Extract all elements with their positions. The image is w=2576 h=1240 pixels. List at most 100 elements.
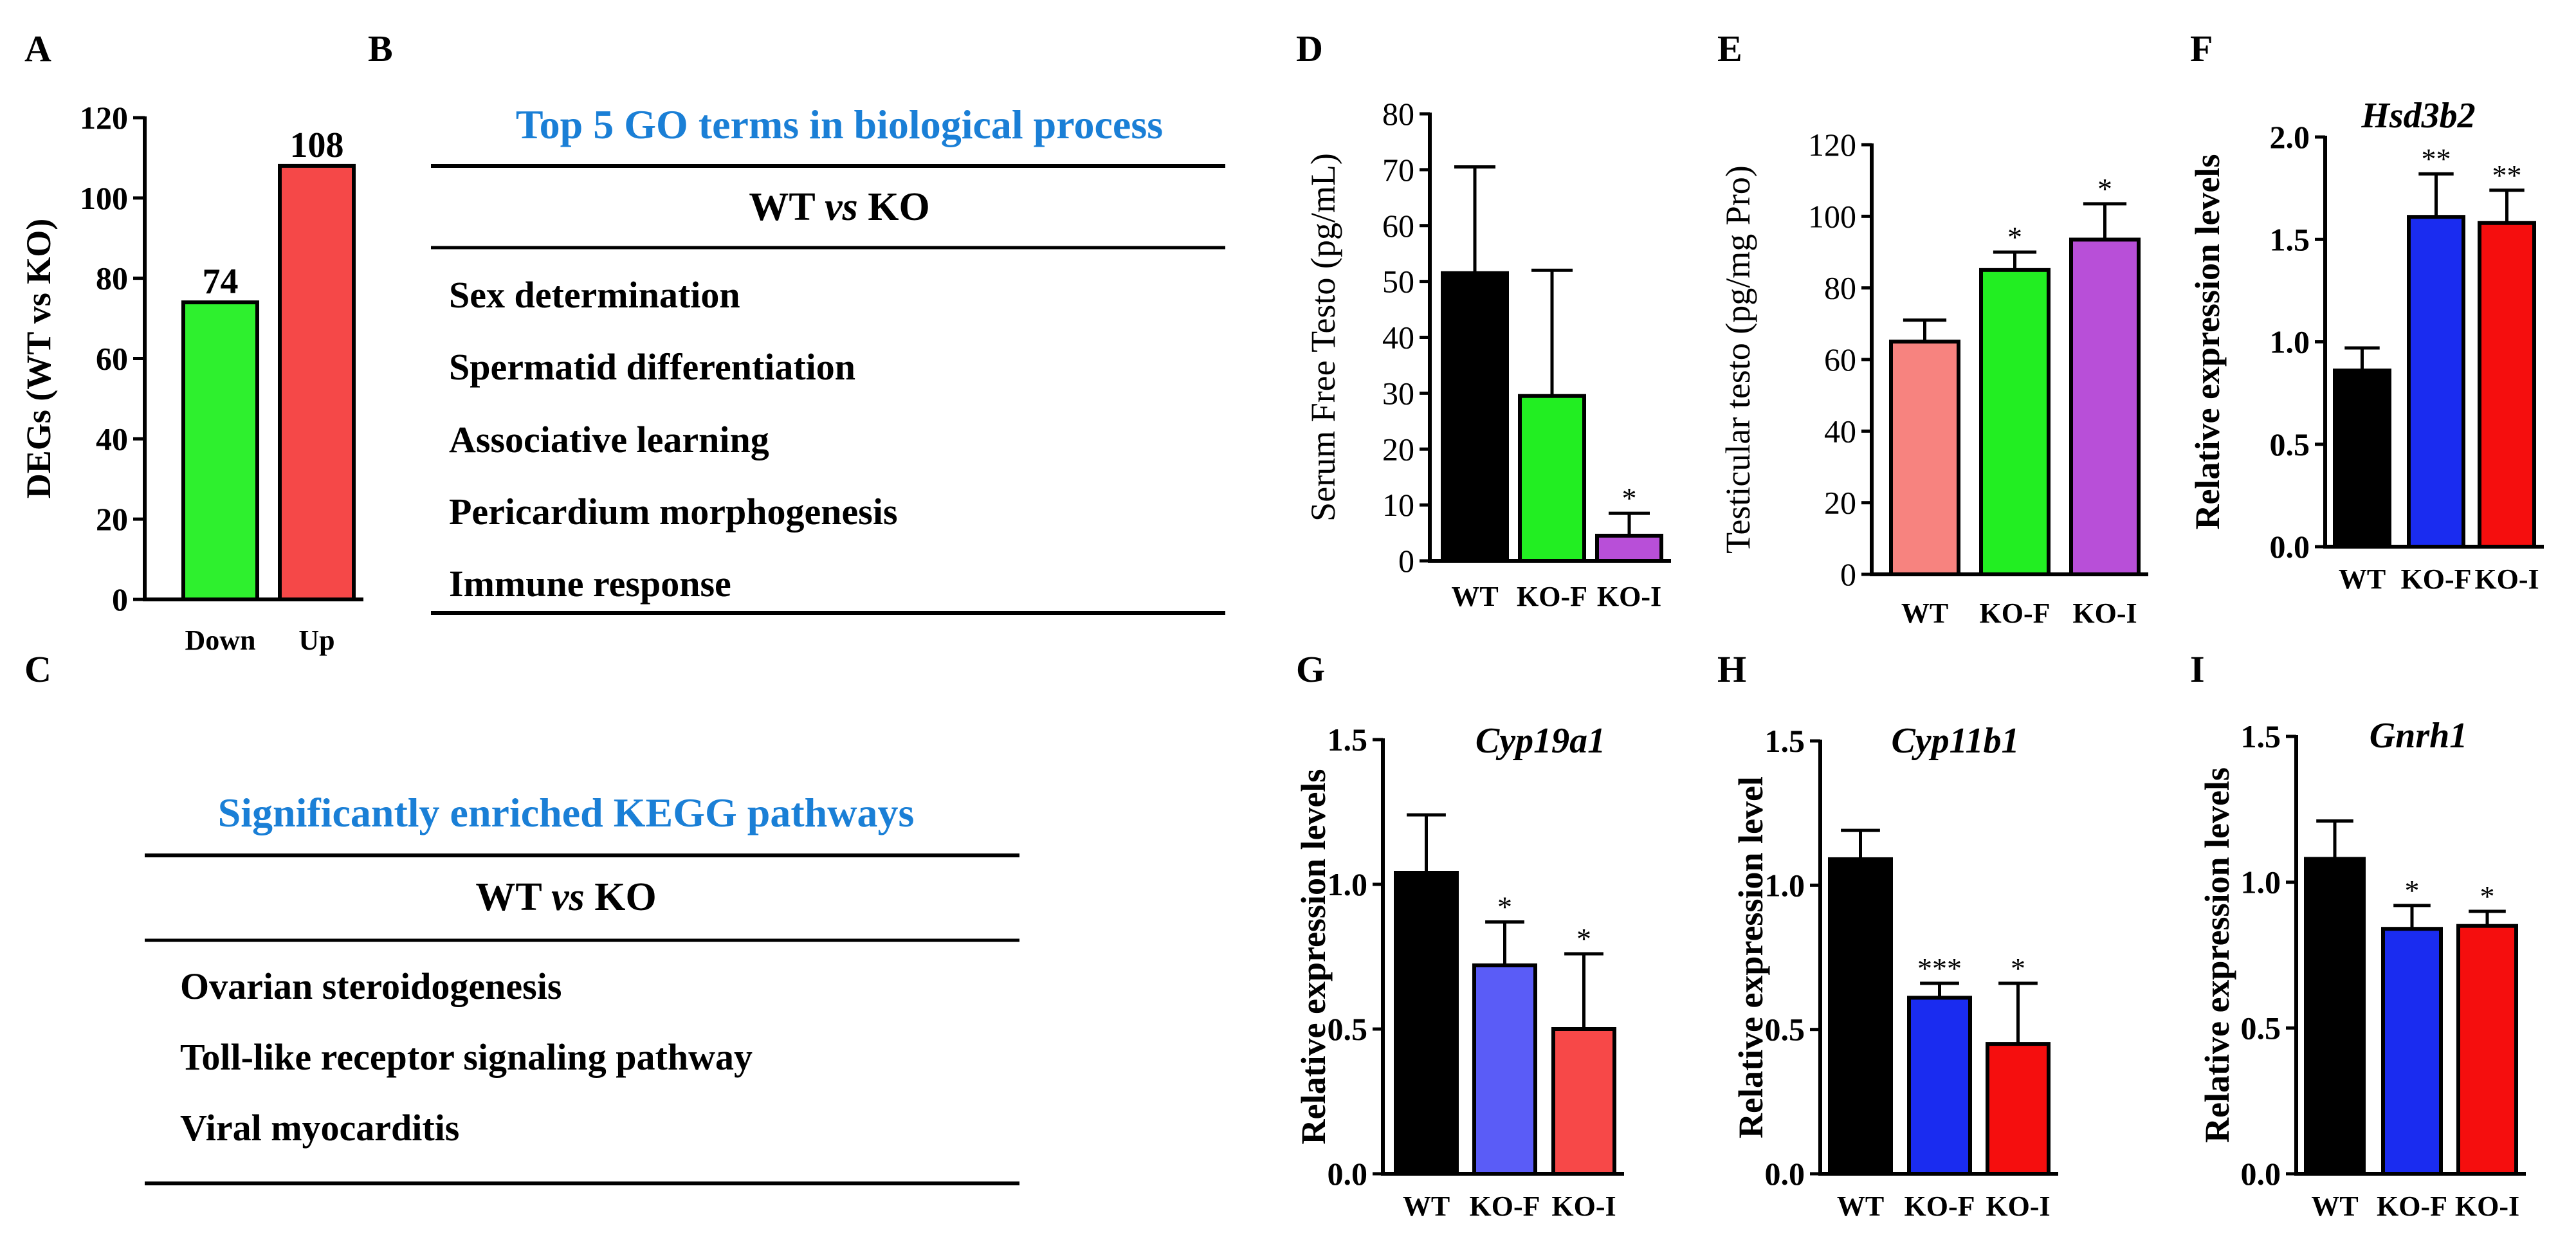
x-tick-label: KO-I [1597, 581, 1661, 612]
panel-letter-a: A [24, 28, 51, 69]
bar-up [278, 163, 356, 601]
chart-testicular-testo: 0 20 40 60 80 100 120 Testicular testo (pg/mg P… [1719, 127, 2148, 629]
chart-cyp19a1: 0.0 0.5 1.0 1.5 Relative expression levels Cy… [1294, 721, 1624, 1222]
x-tick-label: KO-F [1470, 1190, 1540, 1222]
panel-letter-d: D [1296, 28, 1323, 69]
y-tick-label: 80 [1824, 270, 1856, 306]
x-tick-label: KO-I [1551, 1190, 1616, 1222]
y-tick-label: 1.5 [2241, 718, 2281, 754]
y-tick-label: 1.0 [2270, 324, 2310, 360]
y-tick-label: 50 [1382, 264, 1414, 300]
x-tick-label: WT [1901, 597, 1948, 629]
x-tick-label: KO-I [2455, 1190, 2519, 1222]
bar-ko-i [2478, 221, 2536, 549]
y-tick-label: 40 [1824, 413, 1856, 449]
y-tick-label: 100 [80, 180, 128, 216]
y-axis-label: DEGs (WT vs KO) [19, 219, 58, 499]
bar-ko-i [1986, 1042, 2051, 1176]
y-tick-label: 80 [1382, 96, 1414, 132]
x-tick-label: WT [1403, 1190, 1450, 1222]
chart-serum-testo: 0 10 20 30 40 50 60 70 80 Serum Free Testo (pg/mL… [1304, 96, 1671, 612]
x-tick-label: Down [185, 625, 255, 656]
bar-ko-i [2069, 237, 2141, 576]
y-tick-label: 2.0 [2270, 119, 2310, 155]
x-tick-label: KO-F [1980, 597, 2051, 629]
panel-letter-b: B [368, 28, 393, 69]
x-tick-label: Up [298, 625, 334, 656]
bar-wt [1394, 871, 1459, 1176]
go-table: Top 5 GO terms in biological process WT … [431, 102, 1225, 615]
x-tick-label: KO-F [1517, 581, 1587, 612]
bar-ko-f [1979, 268, 2051, 576]
y-tick-label: 60 [96, 341, 128, 377]
y-tick-label: 1.5 [1765, 723, 1805, 759]
bar-wt [2333, 369, 2391, 549]
y-tick-label: 40 [96, 421, 128, 457]
data-label: 74 [203, 262, 239, 302]
chart-hsd3b2: 0.0 0.5 1.0 1.5 2.0 Relative expression level… [2188, 96, 2544, 595]
x-tick-label: WT [1837, 1190, 1884, 1222]
y-axis-label: Relative expression levels [2198, 767, 2236, 1143]
go-row: Sex determination [449, 274, 740, 316]
x-tick-label: WT [2311, 1190, 2358, 1222]
chart-degs: 0 20 40 60 80 100 120 DEGs (WT vs KO) Down 74 Up 10… [19, 100, 363, 656]
panel-letter-g: G [1296, 648, 1325, 690]
bar-wt [2304, 857, 2366, 1176]
bar-ko-f [1518, 394, 1586, 563]
y-axis-label: Relative expression level [1731, 776, 1770, 1138]
x-tick-label: KO-F [1905, 1190, 1975, 1222]
y-axis-label: Relative expression levels [2188, 154, 2227, 530]
x-tick-label: WT [2339, 563, 2386, 595]
chart-title: Cyp19a1 [1475, 721, 1605, 761]
bar-ko-f [1472, 963, 1537, 1176]
bar-wt [1828, 857, 1893, 1176]
significance-star: * [1622, 482, 1637, 515]
bar-ko-i [2456, 924, 2518, 1176]
y-tick-label: 100 [1808, 198, 1856, 234]
go-row: Spermatid differentiation [449, 346, 855, 388]
kegg-header-left: WT [475, 875, 551, 919]
x-tick-label: KO-I [2474, 563, 2539, 595]
significance-star: * [1576, 922, 1591, 955]
x-tick-label: KO-F [2401, 563, 2472, 595]
y-tick-label: 20 [1382, 431, 1414, 467]
y-tick-label: 120 [1808, 127, 1856, 163]
go-header-left: WT [749, 185, 825, 229]
significance-star: ** [2422, 142, 2451, 175]
y-tick-label: 20 [96, 501, 128, 537]
significance-star: * [1497, 891, 1512, 924]
chart-title: Hsd3b2 [2361, 96, 2475, 136]
x-tick-label: WT [1451, 581, 1498, 612]
go-row: Pericardium morphogenesis [449, 491, 898, 533]
y-tick-label: 60 [1824, 342, 1856, 378]
panel-letter-f: F [2190, 28, 2213, 69]
y-tick-label: 20 [1824, 485, 1856, 521]
go-table-header: WT vs KO [749, 185, 929, 229]
y-tick-label: 0.0 [1765, 1156, 1805, 1192]
kegg-row: Toll-like receptor signaling pathway [180, 1036, 753, 1078]
y-tick-label: 0.5 [2241, 1010, 2281, 1046]
y-tick-label: 0.5 [1765, 1012, 1805, 1048]
go-row: Associative learning [449, 419, 769, 460]
significance-star: * [2480, 880, 2495, 913]
y-tick-label: 1.0 [1765, 867, 1805, 903]
kegg-header-right: KO [585, 875, 657, 919]
y-tick-label: 10 [1382, 487, 1414, 523]
chart-cyp11b1: 0.0 0.5 1.0 1.5 Relative expression level Cyp… [1731, 721, 2058, 1222]
significance-star: * [2007, 221, 2022, 253]
bar-ko-i [1551, 1027, 1616, 1176]
y-tick-label: 0 [1398, 543, 1414, 579]
bar-ko-f [2407, 215, 2465, 549]
kegg-table-title: Significantly enriched KEGG pathways [218, 790, 915, 835]
significance-star: * [2405, 874, 2420, 907]
bar-ko-i [1595, 533, 1663, 563]
data-label: 108 [290, 125, 344, 165]
kegg-header-vs: vs [551, 875, 585, 919]
y-tick-label: 1.5 [2270, 221, 2310, 257]
y-tick-label: 0.5 [1328, 1011, 1368, 1047]
y-tick-label: 80 [96, 260, 128, 296]
y-axis-label: Testicular testo (pg/mg Pro) [1719, 165, 1757, 554]
y-tick-label: 0.0 [2270, 529, 2310, 565]
